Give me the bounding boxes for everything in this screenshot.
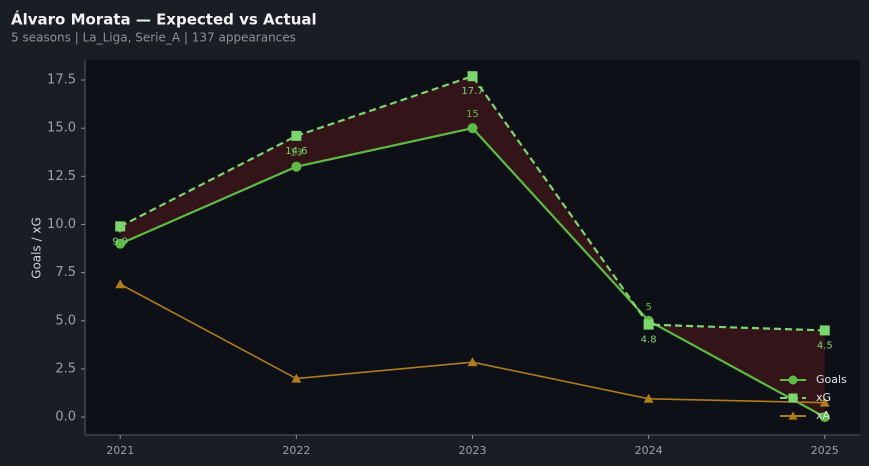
marker [467,71,478,82]
y-tick-label: 10.0 [47,217,76,232]
y-tick-label: 12.5 [47,169,76,184]
marker [291,161,302,172]
marker [467,357,478,367]
y-tick-label: 5.0 [55,313,76,328]
y-tick-label: 7.5 [55,265,76,280]
x-tick-label: 2022 [282,444,310,457]
y-tick-label: 17.5 [47,73,76,88]
marker [115,238,126,249]
marker [819,325,830,336]
data-label: 4.8 [641,335,657,346]
marker [467,123,478,134]
y-tick-label: 15.0 [47,121,76,136]
y-tick-label: 0.0 [55,410,76,425]
chart-title: Álvaro Morata — Expected vs Actual [11,10,317,29]
legend-label: Goals [816,373,847,386]
marker [115,279,126,289]
gap-area [120,76,825,418]
y-tick-label: 2.5 [55,361,76,376]
legend-marker [788,393,798,403]
y-axis-label: Goals / xG [30,217,44,279]
marker [291,130,302,141]
data-label: 4.5 [817,340,833,351]
legend-marker [788,375,798,385]
series-line [119,74,825,332]
data-label: 15 [466,109,479,120]
marker [819,412,830,423]
plot-area [85,60,860,435]
x-tick-label: 2024 [635,444,663,457]
chart-subtitle: 5 seasons | La_Liga, Serie_A | 137 appea… [11,31,296,45]
legend-label: xA [816,409,831,422]
data-label: 14.6 [285,146,307,157]
data-label: 9.9 [112,236,128,247]
x-tick-label: 2025 [811,444,839,457]
legend-marker [788,411,798,420]
legend-label: xG [816,391,831,404]
x-tick-label: 2021 [106,444,134,457]
data-label: 5 [645,302,651,313]
marker [643,319,654,330]
data-label: 17.7 [461,86,483,97]
marker [643,393,654,403]
marker [115,221,126,232]
x-tick-label: 2023 [459,444,487,457]
marker [291,373,302,383]
data-label: 13 [290,148,303,159]
marker [819,397,830,407]
